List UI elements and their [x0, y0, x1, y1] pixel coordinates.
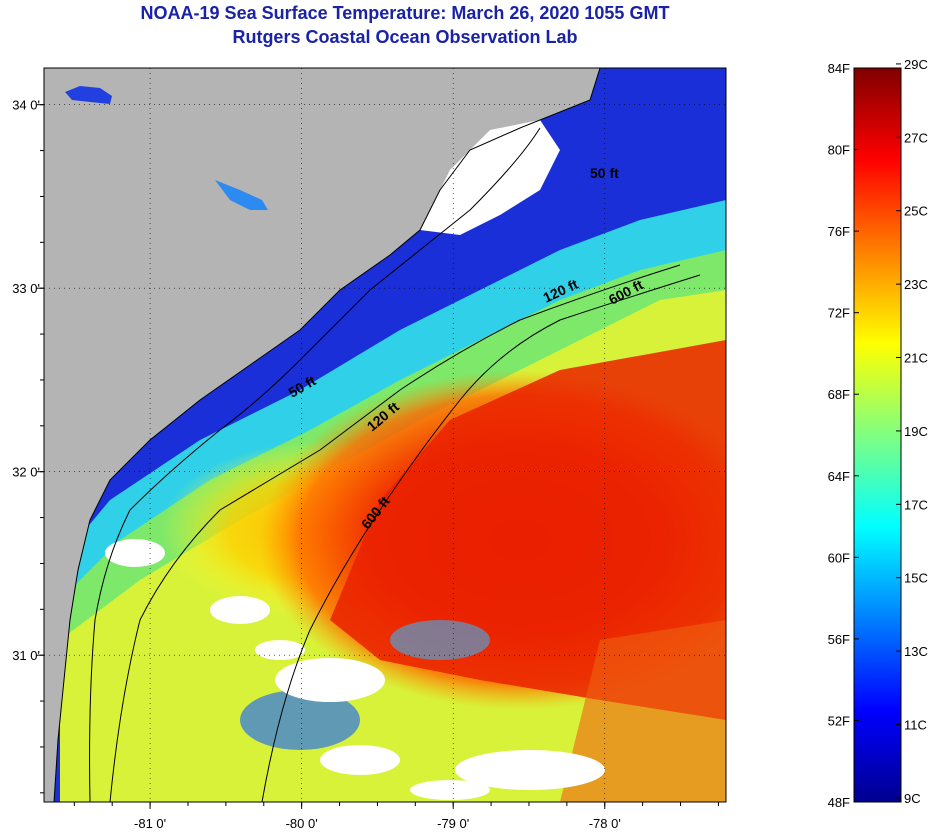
- colorbar-f-label: 56F: [828, 632, 850, 647]
- colorbar-c-label: 25C: [904, 204, 928, 219]
- x-tick-label: -81 0': [134, 816, 166, 831]
- colorbar-c-label: 27C: [904, 130, 928, 145]
- land-mass: [44, 68, 600, 802]
- colorbar-c-label: 17C: [904, 497, 928, 512]
- colorbar-c-label: 21C: [904, 351, 928, 366]
- colorbar-f-label: 84F: [828, 61, 850, 76]
- colorbar-f-label: 52F: [828, 713, 850, 728]
- colorbar-f-label: 72F: [828, 306, 850, 321]
- colorbar-c-label: 29C: [904, 57, 928, 72]
- colorbar-c-label: 19C: [904, 424, 928, 439]
- colorbar-c-label: 9C: [904, 791, 921, 806]
- colorbar-f-label: 68F: [828, 387, 850, 402]
- colorbar-c-label: 23C: [904, 277, 928, 292]
- contour-120ft: [109, 264, 681, 802]
- colorbar-labels: 84F 80F 76F 72F 68F 64F 60F 56F 52F 48F 29C 27C 25C 2…: [828, 57, 928, 810]
- contour-600ft: [261, 274, 701, 802]
- colorbar-c-label: 15C: [904, 571, 928, 586]
- colorbar-f-label: 80F: [828, 143, 850, 158]
- y-tick-label: 31 0': [12, 648, 40, 663]
- x-tick-label: -79 0': [437, 816, 469, 831]
- map-subtitle: Rutgers Coastal Ocean Observation Lab: [232, 27, 578, 47]
- y-tick-label: 32 0': [12, 465, 40, 480]
- colorbar-f-label: 48F: [828, 795, 850, 810]
- axis-ticks: -81 0' -80 0' -79 0' -78 0' 34 0' 33 0' 32 0' 3…: [12, 98, 719, 831]
- colorbar-c-label: 11C: [904, 718, 927, 733]
- y-tick-label: 34 0': [12, 98, 40, 113]
- map-title: NOAA-19 Sea Surface Temperature: March 2…: [140, 3, 670, 23]
- colorbar-f-label: 64F: [828, 469, 850, 484]
- map-frame: [43, 67, 727, 803]
- colorbar-f-label: 76F: [828, 224, 850, 239]
- x-tick-label: -78 0': [589, 816, 621, 831]
- x-tick-label: -80 0': [286, 816, 318, 831]
- colorbar-f-label: 60F: [828, 550, 850, 565]
- y-tick-label: 33 0': [12, 281, 40, 296]
- colorbar-c-label: 13C: [904, 644, 928, 659]
- colorbar: [853, 67, 902, 803]
- lat-lon-grid: [44, 68, 726, 802]
- sst-image: 50 ft 50 ft 120 ft 120 ft 600 ft 600 ft: [44, 68, 726, 802]
- contour-50ft: [89, 127, 541, 802]
